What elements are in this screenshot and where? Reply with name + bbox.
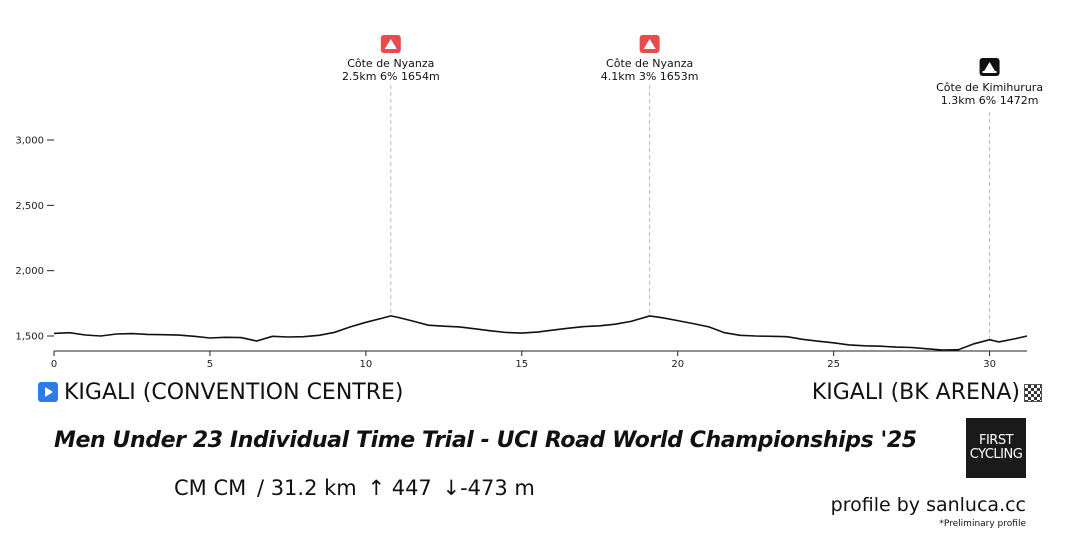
race-ascent: ↑ 447 xyxy=(367,476,432,500)
logo-line-2: CYCLING xyxy=(969,447,1023,462)
y-tick-label: 1,500 xyxy=(15,332,44,343)
preliminary-note: *Preliminary profile xyxy=(939,519,1026,529)
race-title: Men Under 23 Individual Time Trial - UCI… xyxy=(54,428,917,453)
x-tick-label: 20 xyxy=(671,359,684,370)
climb-name: Côte de Nyanza xyxy=(606,57,693,70)
start-location: KIGALI (CONVENTION CENTRE) xyxy=(38,380,404,405)
start-location-label: KIGALI (CONVENTION CENTRE) xyxy=(64,380,404,405)
x-tick-label: 0 xyxy=(51,359,57,370)
climb-category-icon xyxy=(639,35,660,53)
climb-category-icon xyxy=(979,58,1000,76)
x-tick-label: 5 xyxy=(207,359,213,370)
play-icon xyxy=(38,382,58,402)
x-tick-label: 10 xyxy=(359,359,372,370)
checkered-flag-icon xyxy=(1024,384,1042,402)
race-stats: CM CM / 31.2 km ↑ 447 ↓-473 m xyxy=(174,476,539,500)
elevation-profile-line xyxy=(53,315,1028,351)
finish-location: KIGALI (BK ARENA) xyxy=(812,380,1042,405)
climb-detail: 4.1km 3% 1653m xyxy=(601,70,699,83)
climb-detail: 2.5km 6% 1654m xyxy=(342,70,440,83)
climb-name: Côte de Nyanza xyxy=(347,57,434,70)
x-tick-label: 30 xyxy=(983,359,996,370)
x-tick-label: 15 xyxy=(515,359,528,370)
race-descent: ↓-473 m xyxy=(442,476,535,500)
climb-name: Côte de Kimihurura xyxy=(936,81,1043,94)
climb-detail: 1.3km 6% 1472m xyxy=(941,94,1039,107)
y-tick-label: 2,500 xyxy=(15,201,44,212)
x-tick-label: 25 xyxy=(827,359,840,370)
race-distance: / 31.2 km xyxy=(256,476,357,500)
climb-category-icon xyxy=(380,35,401,53)
profile-credit: profile by sanluca.cc xyxy=(830,494,1026,516)
y-tick-label: 2,000 xyxy=(15,266,44,277)
logo-line-1: FIRST xyxy=(978,433,1014,448)
finish-location-label: KIGALI (BK ARENA) xyxy=(811,380,1020,405)
race-type: CM CM xyxy=(174,476,247,500)
first-cycling-logo: FIRST CYCLING xyxy=(966,418,1026,478)
y-tick-label: 3,000 xyxy=(15,136,44,147)
chart-axes: 0 5 10 15 20 25 30 1,500 2,000 2,500 3,000 xyxy=(15,136,1027,370)
